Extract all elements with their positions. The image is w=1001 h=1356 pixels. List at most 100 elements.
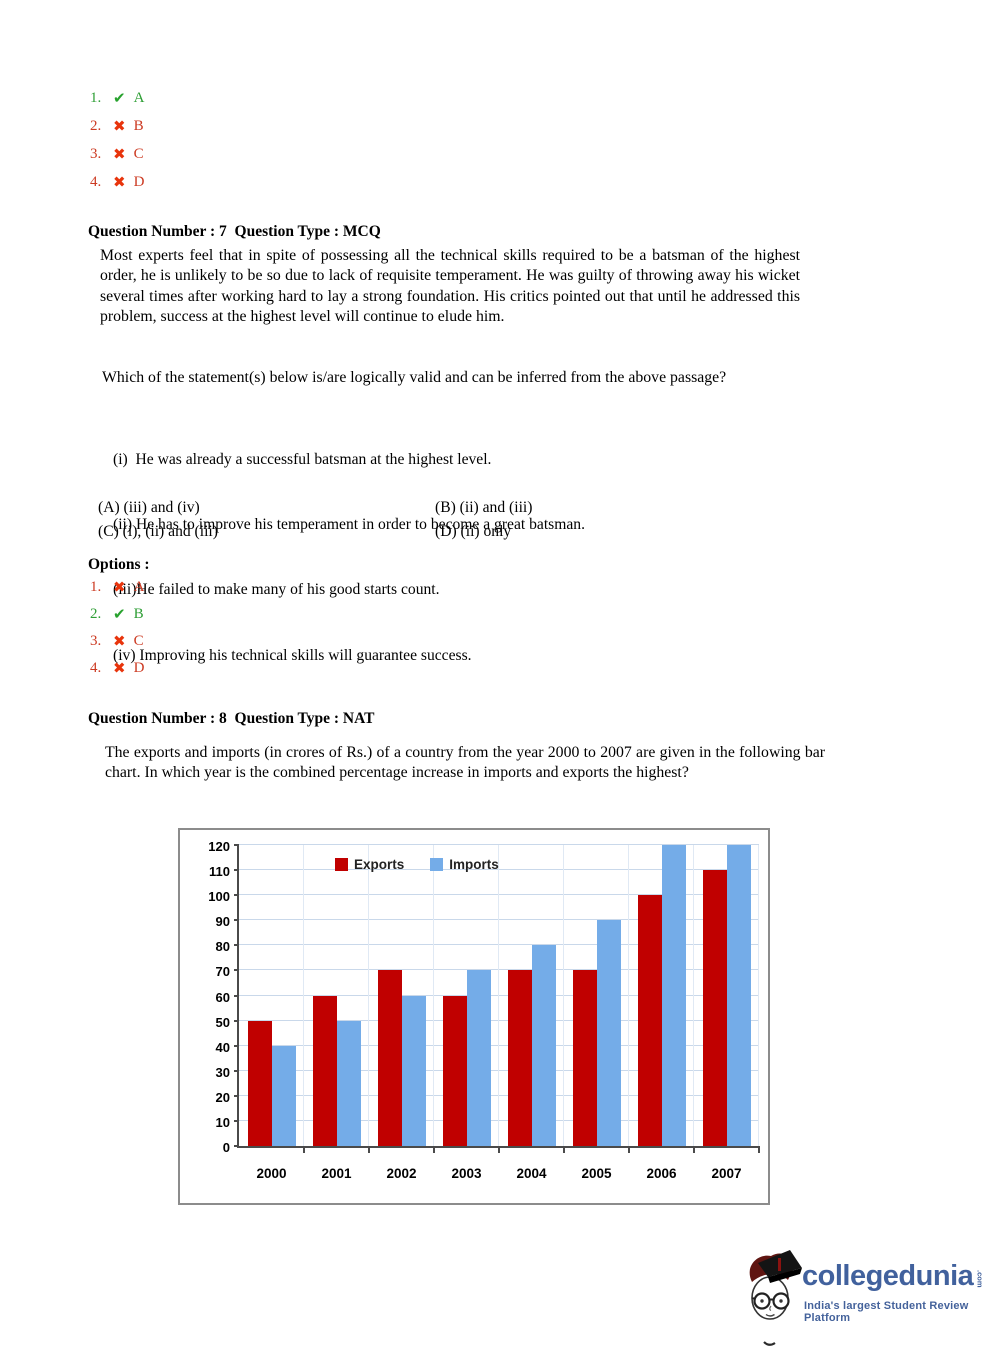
- gridline-x-8: [758, 845, 759, 1146]
- collegedunia-mascot-icon: [749, 1250, 802, 1346]
- bar-exports-2004: [507, 970, 532, 1146]
- question-7-header: Question Number : 7 Question Type : MCQ: [88, 223, 381, 240]
- bar-imports-2007: [726, 845, 751, 1146]
- option-number: 3.: [90, 146, 102, 162]
- gridline-y-110: [239, 869, 759, 871]
- statement-i: (i) He was already a successful batsman …: [113, 450, 492, 468]
- bar-exports-2002: [377, 970, 402, 1146]
- x-tick-mark: [628, 1146, 630, 1153]
- bar-imports-2005: [596, 920, 621, 1146]
- bar-imports-2000: [271, 1045, 296, 1146]
- y-tick-mark: [234, 869, 239, 872]
- gridline-x-1: [303, 845, 304, 1146]
- gridline-x-2: [368, 845, 369, 1146]
- y-tick-mark: [234, 1069, 239, 1072]
- legend-label-imports: Imports: [449, 857, 499, 872]
- y-tick-mark: [234, 994, 239, 997]
- imports-color-swatch: [430, 858, 444, 871]
- x-tick-label: 2000: [256, 1166, 287, 1181]
- x-tick-mark: [563, 1146, 565, 1153]
- y-tick-mark: [234, 1044, 239, 1047]
- option-number: 4.: [90, 660, 102, 676]
- answer-option-row: 4. ✖ D: [90, 173, 144, 192]
- bar-exports-2005: [572, 970, 597, 1146]
- choice-a: (A) (iii) and (iv): [98, 499, 200, 516]
- answer-option-row: 1. ✖ A: [90, 578, 144, 597]
- brand-text: collegedunia: [802, 1260, 974, 1292]
- bar-imports-2001: [336, 1020, 361, 1146]
- bar-exports-2007: [702, 870, 727, 1146]
- option-number: 3.: [90, 633, 102, 649]
- chart-plot: Exports Imports 0 10 20 30 40 50 60 70 80 90 100 11…: [208, 839, 760, 1181]
- question-7-choices: (A) (iii) and (iv) (B) (ii) and (iii) (C…: [98, 497, 532, 543]
- y-tick-mark: [234, 919, 239, 922]
- y-tick-label: 80: [215, 939, 230, 955]
- y-tick-label: 40: [215, 1039, 230, 1055]
- legend-item-imports: Imports: [430, 857, 499, 872]
- option-number: 1.: [90, 579, 102, 595]
- option-number: 4.: [90, 174, 102, 190]
- wrong-mark-icon: ✖: [113, 632, 126, 650]
- gridline-y-50: [239, 1019, 759, 1021]
- chart-legend: Exports Imports: [335, 857, 499, 872]
- gridline-x-7: [693, 845, 694, 1146]
- question-7-prompt: Which of the statement(s) below is/are l…: [102, 369, 727, 386]
- answer-option-row: 2. ✖ B: [90, 117, 144, 136]
- gridline-y-70: [239, 969, 759, 971]
- answer-option-row: 3. ✖ C: [90, 632, 144, 651]
- bar-exports-2003: [442, 995, 467, 1146]
- statement-ii: (ii) He has to improve his temperament i…: [113, 515, 585, 533]
- y-tick-mark: [234, 1145, 239, 1147]
- option-letter: B: [133, 606, 144, 622]
- y-tick-label: 10: [215, 1114, 230, 1130]
- gridline-x-3: [433, 845, 434, 1146]
- y-tick-mark: [234, 1094, 239, 1097]
- answer-options-list-q7: 1. ✖ A 2. ✔ B 3. ✖ C 4. ✖ D: [90, 578, 144, 678]
- gridline-y-80: [239, 944, 759, 946]
- answer-option-row: 4. ✖ D: [90, 659, 144, 678]
- y-tick-label: 50: [215, 1014, 230, 1030]
- gridline-x-6: [628, 845, 629, 1146]
- bar-imports-2004: [531, 945, 556, 1146]
- option-number: 1.: [90, 90, 102, 106]
- wrong-mark-icon: ✖: [113, 145, 126, 163]
- bar-imports-2003: [466, 970, 491, 1146]
- x-tick-mark: [303, 1146, 305, 1153]
- option-number: 2.: [90, 606, 102, 622]
- question-8-text: The exports and imports (in crores of Rs…: [105, 744, 825, 782]
- y-tick-mark: [234, 844, 239, 846]
- y-tick-mark: [234, 944, 239, 947]
- brand-name: collegedunia .com: [802, 1260, 984, 1293]
- option-letter: C: [133, 633, 144, 649]
- y-tick-mark: [234, 1019, 239, 1022]
- wrong-mark-icon: ✖: [113, 578, 126, 596]
- answer-option-row: 2. ✔ B: [90, 605, 144, 624]
- gridline-y-120: [239, 844, 759, 845]
- bar-exports-2006: [637, 895, 662, 1146]
- gridline-x-4: [498, 845, 499, 1146]
- gridline-y-100: [239, 894, 759, 896]
- y-tick-label: 100: [208, 889, 230, 905]
- statement-iv: (iv) Improving his technical skills will…: [113, 646, 472, 664]
- answer-option-row: 3. ✖ C: [90, 145, 144, 164]
- x-tick-mark: [758, 1146, 760, 1153]
- bar-imports-2002: [401, 995, 426, 1146]
- gridline-y-40: [239, 1044, 759, 1046]
- options-label: Options :: [88, 556, 150, 573]
- choice-c: (C) (i), (ii) and (iii): [98, 522, 218, 540]
- y-tick-mark: [234, 1119, 239, 1122]
- wrong-mark-icon: ✖: [113, 173, 126, 191]
- option-letter: A: [133, 579, 145, 595]
- correct-mark-icon: ✔: [113, 89, 126, 107]
- legend-item-exports: Exports: [335, 857, 404, 872]
- gridline-x-5: [563, 845, 564, 1146]
- question-8-header: Question Number : 8 Question Type : NAT: [88, 710, 375, 727]
- gridline-y-60: [239, 994, 759, 996]
- question-7-statements: (i) He was already a successful batsman …: [113, 405, 585, 688]
- exports-imports-bar-chart: Exports Imports 0 10 20 30 40 50 60 70 80 90 100 11…: [178, 828, 770, 1205]
- correct-mark-icon: ✔: [113, 605, 126, 623]
- gridline-y-20: [239, 1094, 759, 1096]
- choice-d: (D) (ii) only: [435, 522, 512, 540]
- legend-label-exports: Exports: [354, 857, 405, 872]
- gridline-y-10: [239, 1119, 759, 1121]
